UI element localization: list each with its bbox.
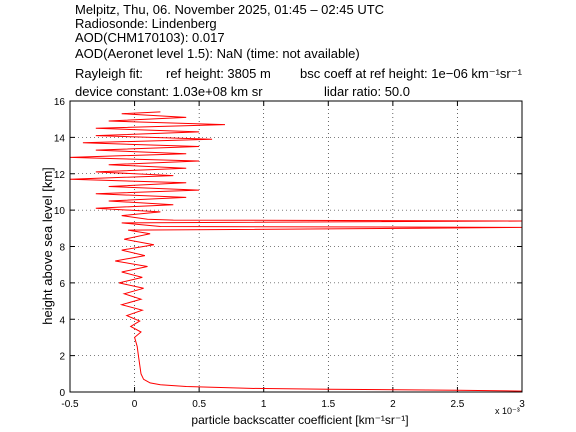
x-tick-label: 2 [390, 399, 396, 410]
y-tick-label: 0 [59, 388, 65, 399]
y-tick-label: 2 [59, 352, 65, 363]
profile-line [69, 111, 523, 392]
x-tick-label: -0.5 [61, 399, 79, 410]
y-axis-label: height above sea level [km] [40, 167, 55, 325]
x-axis-label: particle backscatter coefficient [km⁻¹sr… [191, 413, 408, 427]
y-tick-label: 4 [59, 315, 65, 326]
header-line: AOD(CHM170103): 0.017 [75, 30, 225, 45]
rayleigh-bsc: bsc coeff at ref height: 1e−06 km⁻¹sr⁻¹ [300, 66, 523, 81]
y-tick-label: 8 [59, 243, 65, 254]
y-tick-label: 14 [54, 133, 66, 144]
rayleigh-label: Rayleigh fit: [75, 66, 143, 81]
header-line: AOD(Aeronet level 1.5): NaN (time: not a… [75, 46, 360, 61]
rayleigh-height: ref height: 3805 m [166, 66, 271, 81]
y-tick-label: 6 [59, 279, 65, 290]
lidar-ratio: lidar ratio: 50.0 [324, 84, 410, 99]
x-tick-label: 3 [519, 399, 525, 410]
y-tick-label: 16 [54, 97, 66, 108]
device-constant: device constant: 1.03e+08 km sr [75, 84, 263, 99]
x-tick-label: 0 [132, 399, 138, 410]
x-scale-label: x 10⁻³ [495, 406, 520, 416]
y-tick-label: 10 [54, 206, 66, 217]
header-line: Radiosonde: Lindenberg [75, 16, 217, 31]
x-tick-label: 2.5 [450, 399, 464, 410]
x-tick-label: 0.5 [192, 399, 206, 410]
y-tick-label: 12 [54, 170, 66, 181]
x-tick-label: 1 [261, 399, 267, 410]
x-tick-label: 1.5 [321, 399, 335, 410]
header-line: Melpitz, Thu, 06. November 2025, 01:45 –… [75, 2, 384, 17]
axes-box [69, 100, 523, 393]
